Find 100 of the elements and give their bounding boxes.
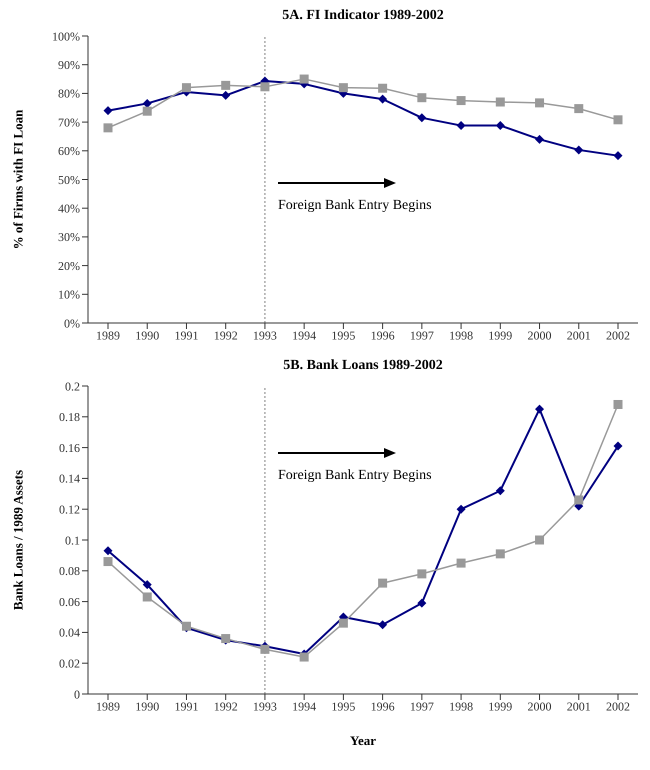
point: [338, 83, 348, 92]
x-tick-label: 1998: [449, 700, 474, 714]
point: [378, 84, 388, 93]
point: [260, 644, 270, 654]
point: [221, 90, 230, 100]
point: [614, 400, 622, 409]
annotation: Foreign Bank Entry Begins: [278, 198, 432, 214]
x-tick-label: 1995: [331, 328, 356, 343]
y-tick-label: 30%: [58, 230, 80, 244]
y-tick-label: 0: [74, 687, 80, 702]
point: [574, 495, 584, 504]
y-tick-label: 0.18: [59, 410, 80, 424]
point: [496, 549, 505, 558]
point: [378, 620, 388, 630]
y-axis-title: Bank Loans / 1989 Assets: [10, 470, 26, 610]
x-tick-label: 2002: [606, 328, 630, 343]
point: [535, 404, 544, 414]
x-tick-label: 1999: [488, 328, 512, 343]
point: [338, 618, 348, 628]
x-tick-label: 1992: [214, 328, 238, 343]
y-tick-label: 50%: [58, 172, 80, 187]
y-axis-title: % of Firms with FI Loan: [10, 108, 26, 250]
chart-title: 5A. FI Indicator 1989-2002: [281, 8, 445, 25]
point: [300, 652, 309, 662]
point: [221, 80, 230, 90]
y-tick-label: 90%: [58, 58, 80, 72]
y-tick-label: 0%: [64, 316, 80, 330]
x-tick-label: 1996: [370, 700, 395, 714]
x-tick-label: 1992: [214, 700, 238, 714]
y-tick-label: 20%: [58, 258, 80, 273]
point: [456, 504, 466, 514]
point: [535, 98, 544, 108]
point: [417, 569, 426, 578]
point: [142, 98, 152, 108]
y-tick-label: 0.12: [59, 502, 80, 516]
point: [535, 134, 544, 144]
point: [417, 93, 426, 102]
y-tick-label: 40%: [58, 201, 80, 216]
point: [496, 98, 505, 107]
y-tick-label: 80%: [58, 86, 80, 101]
y-tick-label: 0.16: [59, 440, 80, 455]
x-tick-label: 1991: [174, 700, 198, 714]
point: [496, 121, 505, 130]
x-axis-title: Year: [350, 733, 376, 748]
y-tick-label: 0.2: [65, 379, 80, 394]
x-tick-label: 1989: [96, 328, 120, 343]
x-tick-label: 2002: [606, 700, 630, 714]
point: [104, 557, 112, 566]
y-tick-label: 0.1: [65, 533, 80, 548]
point: [496, 486, 505, 496]
y-tick-label: 60%: [58, 144, 80, 158]
point: [378, 94, 388, 104]
x-tick-label: 1999: [488, 700, 512, 714]
point: [104, 546, 112, 556]
point: [182, 83, 191, 92]
x-tick-label: 1994: [292, 328, 316, 343]
x-tick-label: 1989: [96, 700, 120, 714]
y-tick-label: 0.14: [59, 472, 80, 486]
point: [456, 558, 466, 568]
y-tick-label: 0.08: [59, 564, 80, 578]
point: [104, 123, 112, 132]
y-tick-label: 70%: [58, 115, 80, 130]
point: [614, 115, 622, 124]
y-tick-label: 10%: [58, 288, 80, 302]
y-tick-label: 0.02: [59, 656, 80, 670]
point: [614, 151, 622, 160]
point: [574, 104, 584, 114]
x-tick-label: 1998: [449, 328, 474, 343]
x-tick-label: 1990: [135, 328, 160, 343]
x-tick-label: 2001: [566, 328, 591, 343]
point: [574, 145, 584, 154]
y-tick-label: 100%: [52, 29, 80, 44]
x-tick-label: 1996: [370, 328, 395, 343]
point: [104, 106, 112, 116]
point: [142, 106, 152, 116]
x-tick-label: 2000: [528, 700, 552, 714]
point: [417, 598, 426, 608]
point: [456, 96, 466, 106]
x-tick-label: 1991: [174, 328, 198, 343]
x-tick-label: 1993: [252, 328, 277, 343]
x-tick-label: 2000: [528, 328, 552, 343]
x-tick-label: 1993: [252, 700, 277, 714]
x-tick-label: 2001: [566, 700, 591, 714]
point: [300, 74, 309, 84]
x-tick-label: 1995: [331, 700, 356, 714]
point: [260, 82, 270, 92]
x-tick-label: 1990: [135, 700, 160, 714]
y-tick-label: 0.06: [59, 594, 80, 609]
point: [417, 113, 426, 122]
y-tick-label: 0.04: [59, 626, 80, 640]
x-tick-label: 1994: [292, 700, 316, 714]
point: [142, 592, 152, 602]
annotation: Foreign Bank Entry Begins: [278, 468, 432, 484]
point: [378, 578, 388, 588]
point: [614, 442, 622, 451]
x-tick-label: 1997: [410, 700, 434, 714]
x-tick-label: 1997: [410, 328, 434, 343]
chart-title: 5B. Bank Loans 1989-2002: [282, 358, 444, 375]
point: [142, 580, 152, 590]
point: [535, 536, 544, 544]
